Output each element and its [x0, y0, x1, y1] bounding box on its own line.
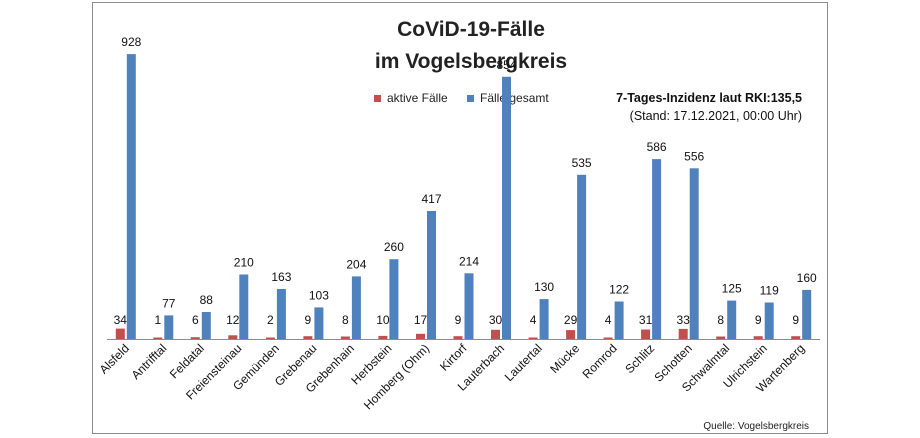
data-label-aktive: 33	[677, 313, 691, 327]
category-label: Antrifftal	[129, 341, 170, 382]
bar-chart: CoViD-19-Fälle im Vogelsbergkreis aktive…	[97, 18, 820, 432]
bar-gesamt	[652, 159, 662, 339]
bar-aktive	[190, 337, 200, 339]
data-label-aktive: 9	[305, 313, 312, 327]
bar-aktive	[340, 336, 350, 339]
legend-label-aktive: aktive Fälle	[387, 91, 448, 105]
bar-gesamt	[539, 299, 549, 339]
legend-swatch-gesamt	[467, 95, 474, 102]
data-label-aktive: 4	[605, 313, 612, 327]
category-label: Schlitz	[622, 341, 657, 376]
bar-gesamt	[689, 168, 699, 339]
data-label-gesamt: 928	[121, 35, 141, 49]
category-label: Alsfeld	[97, 341, 132, 376]
data-label-aktive: 29	[564, 313, 578, 327]
bar-aktive	[378, 335, 388, 339]
data-label-aktive: 4	[530, 313, 537, 327]
data-label-aktive: 34	[114, 313, 128, 327]
chart-title-line-2: im Vogelsbergkreis	[375, 50, 567, 73]
bar-aktive	[416, 333, 425, 339]
bar-gesamt	[464, 273, 474, 339]
bar-aktive	[303, 336, 313, 339]
data-label-aktive: 9	[792, 313, 799, 327]
bar-gesamt	[351, 276, 361, 339]
data-label-gesamt: 854	[496, 58, 516, 72]
data-label-gesamt: 214	[459, 254, 479, 268]
category-label: Homberg (Ohm)	[361, 341, 432, 412]
bar-gesamt	[614, 301, 624, 339]
data-label-gesamt: 586	[647, 140, 667, 154]
bar-gesamt	[126, 54, 136, 339]
bar-aktive	[791, 336, 801, 339]
legend: aktive Fälle Fälle gesamt	[374, 91, 549, 105]
data-label-aktive: 9	[455, 313, 462, 327]
data-label-gesamt: 163	[271, 270, 291, 284]
data-label-gesamt: 160	[797, 271, 817, 285]
incidence-headline: 7-Tages-Inzidenz laut RKI:135,5	[616, 91, 802, 105]
bar-gesamt	[239, 274, 249, 339]
bar-aktive	[265, 337, 275, 339]
bar-gesamt	[427, 211, 436, 339]
bar-gesamt	[764, 302, 774, 339]
category-label: Romrod	[580, 341, 620, 381]
bar-gesamt	[727, 300, 737, 339]
data-label-gesamt: 535	[572, 156, 592, 170]
legend-swatch-aktive	[374, 95, 381, 102]
data-label-aktive: 9	[755, 313, 762, 327]
category-label: Lautertal	[502, 341, 545, 384]
bar-aktive	[228, 335, 238, 339]
source-note: Quelle: Vogelsbergkreis	[703, 421, 809, 432]
data-label-aktive: 8	[342, 313, 349, 327]
chart-frame: CoViD-19-Fälle im Vogelsbergkreis aktive…	[92, 2, 828, 434]
data-label-gesamt: 210	[234, 256, 254, 270]
data-label-aktive: 8	[717, 313, 724, 327]
bar-gesamt	[314, 307, 324, 339]
bar-aktive	[153, 337, 163, 339]
category-label: Mücke	[547, 341, 582, 376]
data-label-aktive: 6	[192, 313, 199, 327]
data-label-gesamt: 103	[309, 288, 329, 302]
bar-aktive	[753, 336, 763, 339]
bar-gesamt	[389, 259, 399, 339]
bar-aktive	[115, 328, 125, 339]
bar-aktive	[528, 337, 538, 339]
data-label-gesamt: 417	[421, 192, 441, 206]
bar-gesamt	[164, 315, 174, 339]
legend-label-gesamt: Fälle gesamt	[480, 91, 549, 105]
bar-gesamt	[201, 312, 211, 339]
bar-aktive	[716, 336, 726, 339]
data-label-aktive: 31	[639, 313, 653, 327]
data-label-gesamt: 204	[346, 257, 366, 271]
bar-gesamt	[276, 289, 286, 339]
data-label-aktive: 12	[226, 313, 240, 327]
bar-aktive	[603, 337, 613, 339]
data-label-gesamt: 88	[200, 293, 214, 307]
data-label-aktive: 10	[376, 313, 390, 327]
bar-aktive	[641, 329, 651, 339]
chart-title-line-1: CoViD-19-Fälle	[397, 18, 545, 41]
data-label-gesamt: 125	[722, 282, 742, 296]
bar-gesamt	[577, 174, 587, 339]
data-label-gesamt: 260	[384, 240, 404, 254]
category-label: Kirtorf	[437, 341, 470, 374]
bar-gesamt	[502, 76, 511, 340]
bar-aktive	[678, 328, 688, 339]
data-label-aktive: 30	[489, 313, 503, 327]
data-label-aktive: 2	[267, 313, 274, 327]
data-label-gesamt: 130	[534, 280, 554, 294]
bar-aktive	[453, 336, 463, 339]
bar-aktive	[491, 329, 500, 339]
data-label-gesamt: 77	[162, 296, 176, 310]
bar-aktive	[566, 330, 576, 339]
bar-gesamt	[802, 289, 812, 339]
data-label-gesamt: 119	[760, 284, 779, 298]
data-label-aktive: 1	[154, 313, 161, 327]
data-label-gesamt: 556	[684, 149, 704, 163]
data-label-gesamt: 122	[609, 283, 629, 297]
data-label-aktive: 17	[414, 313, 428, 327]
incidence-stand: (Stand: 17.12.2021, 00:00 Uhr)	[630, 109, 802, 123]
